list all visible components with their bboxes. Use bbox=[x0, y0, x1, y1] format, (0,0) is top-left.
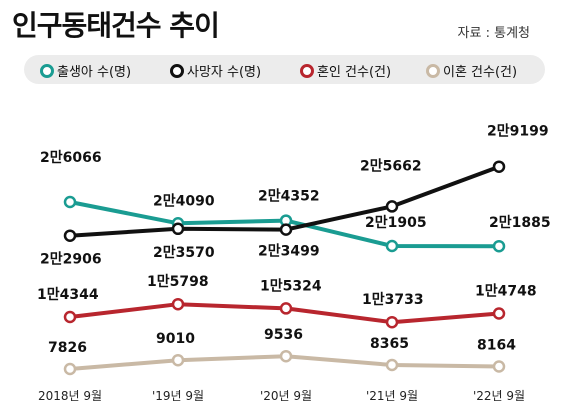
data-label-marriages: 1만4748 bbox=[475, 284, 537, 300]
data-point-marriages bbox=[385, 315, 399, 329]
data-label-births: 2만6066 bbox=[40, 150, 102, 166]
data-point-deaths bbox=[492, 160, 506, 173]
data-point-marriages bbox=[171, 297, 185, 311]
legend-item-births: 출생아 수(명) bbox=[40, 61, 131, 80]
data-point-marriages bbox=[279, 302, 293, 315]
data-label-divorces: 8365 bbox=[370, 336, 409, 352]
data-label-divorces: 9536 bbox=[264, 327, 303, 343]
data-point-divorces bbox=[171, 353, 185, 367]
data-label-marriages: 1만4344 bbox=[37, 287, 99, 303]
data-label-deaths: 2만3499 bbox=[258, 244, 320, 260]
x-tick-label: 2018년 9월 bbox=[38, 389, 102, 403]
data-point-marriages bbox=[492, 307, 506, 320]
data-label-marriages: 1만5324 bbox=[260, 278, 322, 294]
data-point-deaths bbox=[63, 229, 77, 242]
data-label-births: 2만4352 bbox=[258, 189, 320, 205]
x-tick-label: '22년 9월 bbox=[473, 389, 525, 403]
legend-item-marriages: 혼인 건수(건) bbox=[300, 61, 391, 80]
x-tick-label: '19년 9월 bbox=[152, 389, 204, 403]
data-label-births: 2만1885 bbox=[489, 215, 551, 231]
data-label-marriages: 1만3733 bbox=[362, 292, 424, 308]
data-label-divorces: 8164 bbox=[477, 338, 516, 354]
data-point-deaths bbox=[385, 200, 399, 213]
data-point-deaths bbox=[171, 222, 185, 236]
data-label-deaths: 2만3570 bbox=[153, 245, 215, 261]
legend-label-births: 출생아 수(명) bbox=[57, 65, 132, 80]
page-title: 인구동태건수 추이 bbox=[12, 9, 220, 42]
source-note: 자료 : 통계청 bbox=[457, 26, 530, 41]
legend-marker-marriages bbox=[300, 64, 314, 78]
data-label-divorces: 7826 bbox=[48, 340, 87, 356]
data-point-divorces bbox=[63, 362, 77, 376]
legend-label-deaths: 사망자 수(명) bbox=[187, 65, 262, 80]
legend-label-marriages: 혼인 건수(건) bbox=[317, 65, 392, 80]
data-point-deaths bbox=[279, 223, 293, 236]
data-label-deaths: 2만9199 bbox=[487, 124, 549, 140]
legend-marker-deaths bbox=[170, 64, 184, 78]
legend-marker-divorces bbox=[426, 64, 440, 78]
legend-marker-births bbox=[40, 64, 54, 78]
data-point-births bbox=[492, 239, 506, 253]
data-point-divorces bbox=[492, 360, 506, 373]
data-label-births: 2만4090 bbox=[153, 193, 215, 209]
legend-item-deaths: 사망자 수(명) bbox=[170, 61, 261, 80]
data-label-marriages: 1만5798 bbox=[147, 274, 209, 290]
legend: 출생아 수(명) 사망자 수(명) 혼인 건수(건) 이혼 건수(건) bbox=[24, 55, 545, 84]
data-label-births: 2만1905 bbox=[365, 215, 427, 231]
data-point-divorces bbox=[385, 358, 399, 372]
data-point-marriages bbox=[63, 310, 77, 324]
data-label-deaths: 2만2906 bbox=[40, 252, 102, 268]
data-point-births bbox=[63, 195, 77, 209]
x-tick-label: '21년 9월 bbox=[366, 389, 418, 403]
x-tick-label: '20년 9월 bbox=[260, 389, 312, 403]
data-label-deaths: 2만5662 bbox=[360, 158, 422, 174]
data-point-divorces bbox=[279, 349, 293, 363]
legend-label-divorces: 이혼 건수(건) bbox=[443, 65, 518, 80]
data-point-births bbox=[385, 239, 399, 253]
legend-item-divorces: 이혼 건수(건) bbox=[426, 61, 517, 80]
data-label-divorces: 9010 bbox=[156, 331, 195, 347]
